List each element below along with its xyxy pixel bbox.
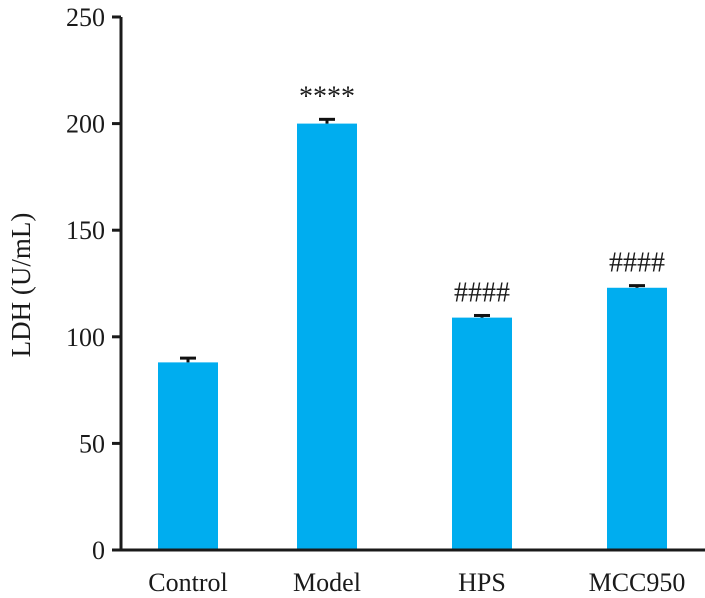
significance-label-hps: ####: [454, 277, 510, 308]
bar-hps: [452, 317, 512, 550]
x-tick-label-model: Model: [293, 568, 361, 597]
significance-label-model: ****: [299, 81, 355, 112]
y-tick-label-100: 100: [66, 323, 105, 352]
x-tick-label-hps: HPS: [458, 568, 506, 597]
y-tick-label-150: 150: [66, 216, 105, 245]
y-tick-label-50: 50: [79, 429, 105, 458]
axes-layer: Control Model HPS MCC950 0 50 100 150 200 250: [66, 3, 705, 597]
bar-control: [158, 362, 218, 550]
y-tick-label-200: 200: [66, 110, 105, 139]
bars-layer: **** #### ####: [158, 81, 667, 550]
y-axis-label: LDH (U/mL): [6, 213, 36, 358]
x-tick-label-control: Control: [148, 568, 227, 597]
x-tick-label-mcc950: MCC950: [589, 568, 686, 597]
y-tick-label-250: 250: [66, 3, 105, 32]
y-tick-label-0: 0: [92, 536, 105, 565]
bar-mcc950: [607, 287, 667, 550]
bar-model: [297, 123, 357, 550]
significance-label-mcc950: ####: [609, 248, 665, 279]
